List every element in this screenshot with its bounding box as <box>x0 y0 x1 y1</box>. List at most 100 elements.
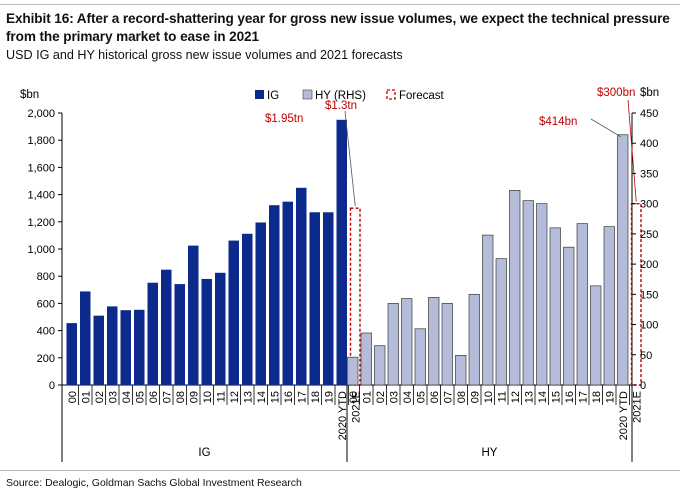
category-label: 01 <box>361 391 373 403</box>
hy-bar <box>414 328 426 386</box>
left-axis-tick-label: 1,200 <box>27 217 55 229</box>
left-axis-unit: $bn <box>20 89 39 101</box>
category-label: 16 <box>283 391 295 403</box>
category-label: 02 <box>375 391 387 403</box>
ig-bar <box>107 306 118 385</box>
ig-bar <box>323 212 334 385</box>
annotation-ig-2021e: $1.3tn <box>325 100 357 112</box>
category-label: 11 <box>496 391 508 402</box>
right-axis-tick-label: 200 <box>640 259 658 271</box>
hy-bar <box>549 227 561 386</box>
ig-bar <box>174 284 185 385</box>
hy-forecast-bar <box>630 202 642 386</box>
category-label: 17 <box>296 391 308 403</box>
ig-bar <box>336 119 347 386</box>
category-label: 18 <box>310 391 322 403</box>
hy-bar <box>360 332 372 386</box>
category-label: 09 <box>188 391 200 403</box>
right-axis-tick-label: 150 <box>640 289 658 301</box>
category-label: 12 <box>510 391 522 403</box>
category-label: 08 <box>175 391 187 403</box>
right-axis-tick-label: 250 <box>640 229 658 241</box>
hy-bar <box>468 293 480 386</box>
ig-bar <box>309 212 320 385</box>
hy-bar <box>603 226 615 386</box>
right-axis-tick-label: 300 <box>640 199 658 211</box>
category-label: 07 <box>442 391 454 403</box>
ig-bar <box>269 205 280 385</box>
hy-bar <box>374 345 386 386</box>
ig-bar <box>215 272 226 385</box>
source-note: Source: Dealogic, Goldman Sachs Global I… <box>6 477 302 489</box>
ig-bar <box>80 291 91 385</box>
category-label: 04 <box>121 391 133 403</box>
hy-bar <box>441 303 453 386</box>
category-label: 19 <box>604 391 616 403</box>
ig-bar <box>201 278 212 385</box>
legend-swatch-hy <box>302 89 313 100</box>
category-label: 09 <box>469 391 481 403</box>
category-label-forecast: 2021E <box>350 391 362 423</box>
chart-title: Exhibit 16: After a record-shattering ye… <box>6 11 670 44</box>
left-axis-tick-label: 1,800 <box>27 135 55 147</box>
hy-bar <box>347 356 359 386</box>
annotation-ig-2021e-leader <box>344 110 356 207</box>
ig-bar <box>255 222 266 385</box>
annotation-hy-2021e: $300bn <box>597 87 635 99</box>
category-label: 17 <box>577 391 589 403</box>
group-label: IG <box>198 447 210 459</box>
ig-bar <box>228 240 239 385</box>
category-label: 00 <box>348 391 360 403</box>
category-label: 13 <box>523 391 535 403</box>
hy-bar <box>522 200 534 386</box>
category-label: 05 <box>415 391 427 403</box>
category-label: 15 <box>269 391 281 403</box>
ig-bar <box>282 201 293 385</box>
chart-svg: 02004006008001,0001,2001,4001,6001,8002,… <box>20 87 659 462</box>
hy-bar <box>428 297 440 386</box>
hy-bar <box>495 258 507 386</box>
left-axis-tick-label: 0 <box>49 380 55 392</box>
right-axis-tick-label: 450 <box>640 108 658 120</box>
top-rule <box>0 4 680 5</box>
group-label: HY <box>482 447 498 459</box>
bottom-rule <box>0 470 680 471</box>
ig-bar <box>161 269 172 385</box>
category-label: 07 <box>161 391 173 403</box>
hy-bar <box>387 303 399 386</box>
category-label: 12 <box>229 391 241 403</box>
category-label: 14 <box>256 391 268 403</box>
ig-bar <box>93 315 104 385</box>
annotation-hy-2020: $414bn <box>539 116 577 128</box>
category-label: 06 <box>148 391 160 403</box>
legend-label-ig: IG <box>267 90 279 102</box>
ig-bar <box>134 309 145 385</box>
category-label: 03 <box>107 391 119 403</box>
category-label: 10 <box>483 391 495 403</box>
category-label: 06 <box>429 391 441 403</box>
label-layer: 00 01 02 03 04 05 06 07 08 09 10 11 12 13 14 15 16 17 18 19… <box>67 391 644 459</box>
category-label: 00 <box>67 391 79 403</box>
category-label: 19 <box>323 391 335 403</box>
category-label: 18 <box>591 391 603 403</box>
category-label: 08 <box>456 391 468 403</box>
category-label: 10 <box>202 391 214 403</box>
annotation-ig-2020: $1.95tn <box>265 113 303 125</box>
right-axis-tick-label: 350 <box>640 168 658 180</box>
ig-bar <box>120 310 131 385</box>
category-label: 03 <box>388 391 400 403</box>
category-label: 01 <box>80 391 92 403</box>
legend-swatch-forecast <box>386 89 396 100</box>
ig-bar <box>242 233 253 385</box>
right-axis-tick-label: 400 <box>640 138 658 150</box>
category-label-forecast: 2021E <box>631 391 643 423</box>
legend-label-hy: HY (RHS) <box>315 90 366 102</box>
ig-bar <box>147 282 158 385</box>
right-axis-tick-label: 100 <box>640 320 658 332</box>
ig-bar <box>296 187 307 385</box>
right-axis-tick-label: 0 <box>640 380 646 392</box>
legend: IG HY (RHS) Forecast <box>255 89 445 102</box>
left-axis-tick-label: 400 <box>37 326 55 338</box>
left-axis-tick-label: 200 <box>37 353 55 365</box>
bar-layer <box>66 119 642 386</box>
